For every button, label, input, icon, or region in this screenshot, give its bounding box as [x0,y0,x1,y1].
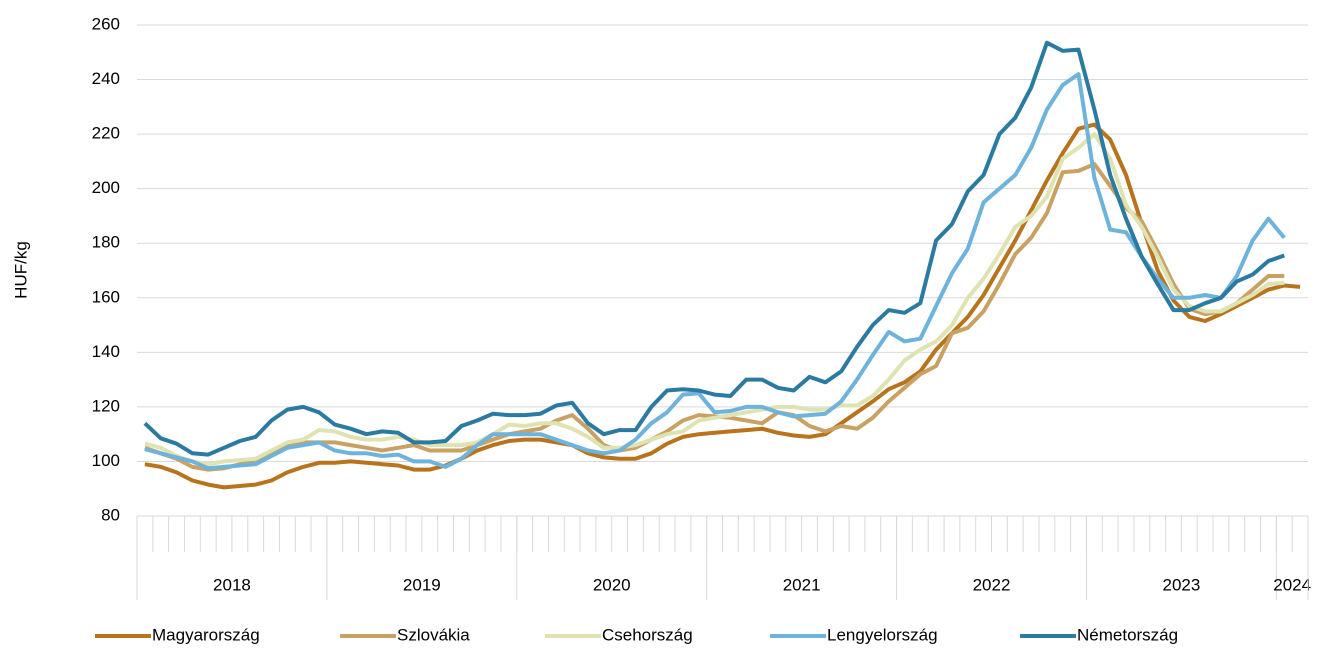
legend-label: Szlovákia [397,625,470,644]
y-tick-label: 100 [92,451,120,470]
series-line [144,162,1285,472]
y-tick-label: 240 [92,69,120,88]
x-group-label: 2020 [593,575,631,594]
x-group-label: 2023 [1162,575,1200,594]
series-line [144,122,1301,490]
y-tick-label: 260 [92,14,120,33]
series-line [144,72,1286,471]
legend-label: Lengyelország [827,625,938,644]
y-tick-label: 180 [92,233,120,252]
y-axis-label: HUF/kg [11,241,30,299]
x-group-label: 2022 [973,575,1011,594]
x-group-label: 2018 [213,575,251,594]
y-tick-label: 200 [92,178,120,197]
legend-label: Magyarország [152,625,260,644]
y-tick-label: 160 [92,287,120,306]
series-line [144,132,1285,467]
x-group-label: 2024 [1273,575,1311,594]
x-group-label: 2021 [783,575,821,594]
x-group-label: 2019 [403,575,441,594]
legend-label: Csehország [602,625,693,644]
y-tick-label: 140 [92,342,120,361]
y-tick-label: 80 [101,505,120,524]
y-tick-label: 220 [92,124,120,143]
y-tick-label: 120 [92,396,120,415]
legend-label: Németország [1077,625,1178,644]
series-line [143,40,1285,457]
